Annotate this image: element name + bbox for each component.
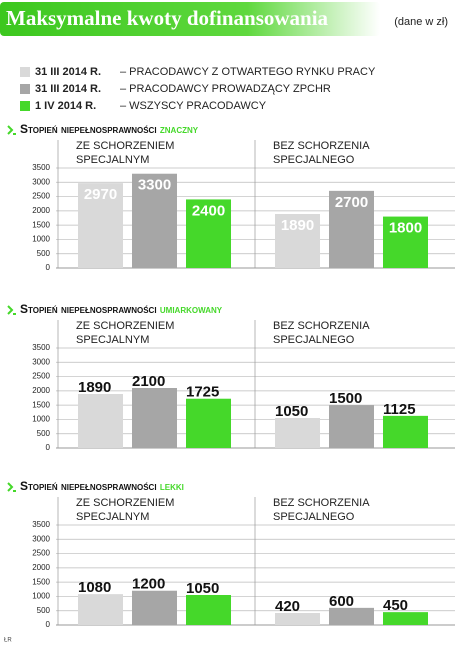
bar <box>383 216 428 268</box>
group-header: BEZ SCHORZENIA SPECJALNEGO <box>273 320 369 346</box>
y-tick-label: 500 <box>37 249 51 258</box>
y-tick-label: 2500 <box>32 192 50 201</box>
chart-title-main: Stopień niepełnosprawności <box>20 479 157 493</box>
chart-title-degree: znaczny <box>160 122 199 136</box>
bar <box>78 394 123 448</box>
y-tick-label: 1000 <box>32 415 50 424</box>
bar <box>186 199 231 268</box>
value-label: 1890 <box>78 379 111 396</box>
group-header-text: ZE SCHORZENIEM SPECJALNYM <box>76 497 175 523</box>
legend-description: – PRACODAWCY PROWADZĄCY ZPCHR <box>120 83 331 95</box>
value-label: 1200 <box>132 576 165 593</box>
y-tick-label: 3000 <box>32 357 50 366</box>
legend-date: 31 III 2014 R. <box>35 83 101 95</box>
title-icon <box>7 125 16 135</box>
bar <box>186 398 231 448</box>
value-label: 1080 <box>78 579 111 596</box>
y-tick-label: 3000 <box>32 534 50 543</box>
chart-title-main: Stopień niepełnosprawności <box>20 302 157 316</box>
group-header: BEZ SCHORZENIA SPECJALNEGO <box>273 497 369 523</box>
legend-swatch <box>20 67 30 77</box>
y-tick-label: 2500 <box>32 549 50 558</box>
y-tick-label: 1000 <box>32 592 50 601</box>
group-header: BEZ SCHORZENIA SPECJALNEGO <box>273 140 369 166</box>
bar <box>132 388 177 448</box>
y-tick-label: 1500 <box>32 220 50 229</box>
y-tick-label: 2000 <box>32 206 50 215</box>
bar <box>329 190 374 268</box>
value-label: 420 <box>275 598 300 615</box>
legend-date: 31 III 2014 R. <box>35 66 101 78</box>
legend-swatch <box>20 84 30 94</box>
legend-date: 1 IV 2014 R. <box>35 100 96 112</box>
chart-title-main: Stopień niepełnosprawności <box>20 122 157 136</box>
group-header-text: BEZ SCHORZENIA SPECJALNEGO <box>273 497 369 523</box>
group-header-text: BEZ SCHORZENIA SPECJALNEGO <box>273 320 369 346</box>
chart-title: Stopień niepełnosprawności umiarkowany <box>20 302 223 316</box>
bar <box>78 594 123 625</box>
y-tick-label: 0 <box>46 620 51 629</box>
value-label: 2400 <box>192 202 225 219</box>
bar <box>329 607 374 625</box>
bar <box>78 183 123 268</box>
bar <box>132 173 177 268</box>
y-tick-label: 500 <box>37 429 51 438</box>
group-header-text: BEZ SCHORZENIA SPECJALNEGO <box>273 140 369 166</box>
value-label: 2970 <box>84 186 117 203</box>
y-tick-label: 3000 <box>32 177 50 186</box>
group-header: ZE SCHORZENIEM SPECJALNYM <box>76 140 175 166</box>
y-tick-label: 3500 <box>32 343 50 352</box>
bar <box>329 405 374 448</box>
chart-title-degree: umiarkowany <box>160 302 223 316</box>
y-tick-label: 2000 <box>32 386 50 395</box>
value-label: 2700 <box>335 194 368 211</box>
title-band <box>0 2 380 36</box>
y-tick-label: 1500 <box>32 400 50 409</box>
y-tick-label: 1500 <box>32 577 50 586</box>
value-label: 1500 <box>329 390 362 407</box>
value-label: 1050 <box>186 580 219 597</box>
value-label: 1890 <box>281 217 314 234</box>
bar <box>275 613 320 625</box>
bar <box>275 418 320 448</box>
y-tick-label: 2000 <box>32 563 50 572</box>
bar <box>186 595 231 625</box>
y-tick-label: 500 <box>37 606 51 615</box>
value-label: 2100 <box>132 373 165 390</box>
value-label: 3300 <box>138 177 171 194</box>
group-header: ZE SCHORZENIEM SPECJALNYM <box>76 497 175 523</box>
y-tick-label: 1000 <box>32 235 50 244</box>
credit: ŁR <box>4 638 12 644</box>
value-label: 1050 <box>275 403 308 420</box>
group-header-text: ZE SCHORZENIEM SPECJALNYM <box>76 320 175 346</box>
title-icon <box>7 305 16 315</box>
group-header: ZE SCHORZENIEM SPECJALNYM <box>76 320 175 346</box>
value-label: 600 <box>329 593 354 610</box>
title-icon <box>7 482 16 492</box>
value-label: 1125 <box>383 401 416 418</box>
y-tick-label: 3500 <box>32 520 50 529</box>
bar <box>383 612 428 625</box>
chart-title: Stopień niepełnosprawności lekki <box>20 479 184 493</box>
chart-title: Stopień niepełnosprawności znaczny <box>20 122 199 136</box>
unit-note: (dane w zł) <box>394 16 448 28</box>
legend-swatch <box>20 101 30 111</box>
legend-description: – WSZYSCY PRACODAWCY <box>120 100 267 112</box>
group-header-text: ZE SCHORZENIEM SPECJALNYM <box>76 140 175 166</box>
value-label: 450 <box>383 597 408 614</box>
bar <box>275 214 320 268</box>
value-label: 1800 <box>389 220 422 237</box>
y-tick-label: 0 <box>46 263 51 272</box>
y-tick-label: 3500 <box>32 163 50 172</box>
value-label: 1725 <box>186 384 219 401</box>
chart-title-degree: lekki <box>160 479 184 493</box>
bar <box>383 415 428 448</box>
bar <box>132 590 177 625</box>
y-tick-label: 2500 <box>32 372 50 381</box>
legend-description: – PRACODAWCY Z OTWARTEGO RYNKU PRACY <box>120 66 376 78</box>
page-title: Maksymalne kwoty dofinansowania <box>6 6 329 30</box>
y-tick-label: 0 <box>46 443 51 452</box>
